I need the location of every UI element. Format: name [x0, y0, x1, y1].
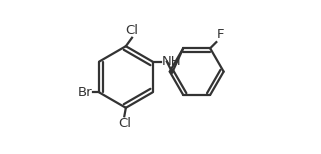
Text: Cl: Cl — [118, 117, 131, 130]
Text: Cl: Cl — [126, 24, 138, 37]
Text: NH: NH — [161, 55, 181, 68]
Text: Br: Br — [78, 86, 92, 99]
Text: F: F — [217, 28, 224, 41]
